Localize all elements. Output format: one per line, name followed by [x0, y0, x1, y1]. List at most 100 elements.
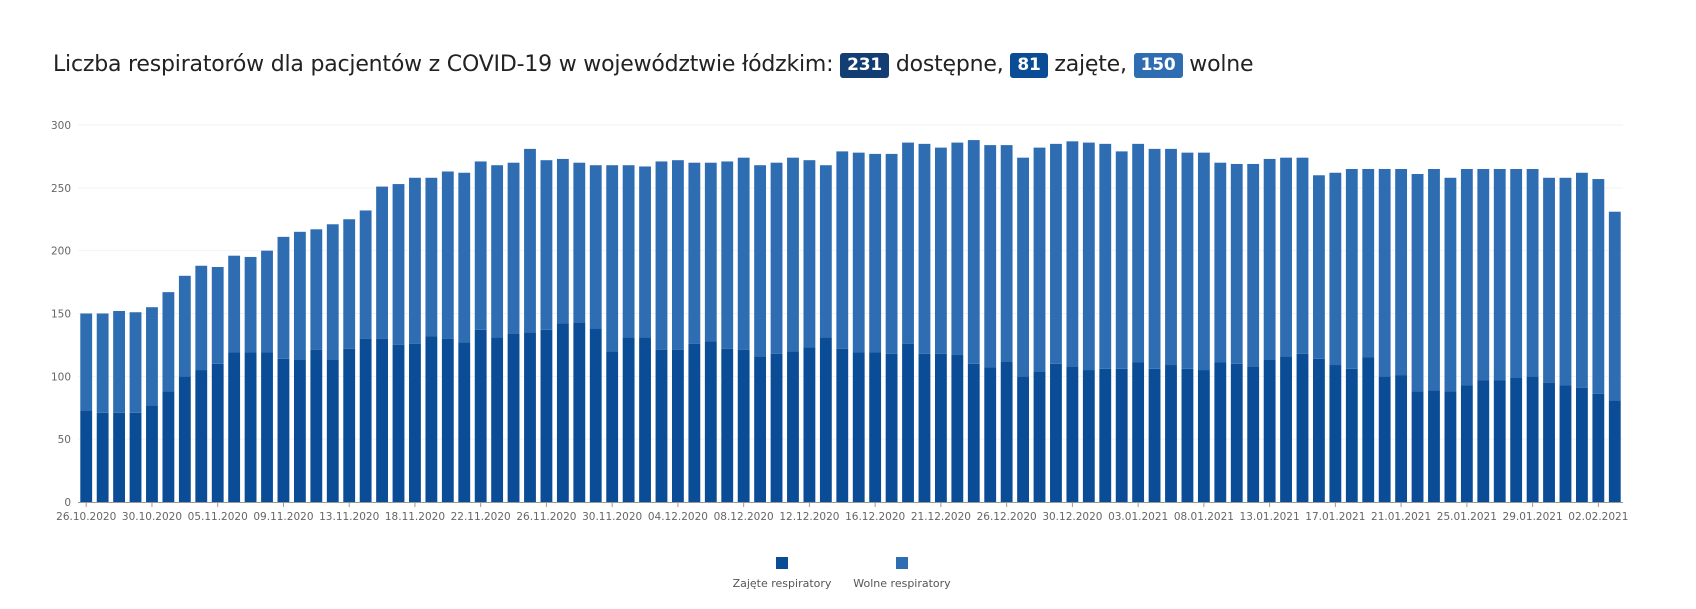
bar-occupied	[1378, 376, 1391, 502]
bar-free	[869, 153, 882, 353]
bar-occupied	[1082, 370, 1095, 502]
bar-free	[1493, 168, 1506, 381]
bar-free	[1033, 147, 1046, 372]
bar-occupied	[1395, 375, 1408, 502]
bar-occupied	[770, 353, 783, 502]
bar-occupied	[1477, 380, 1490, 502]
bar-occupied	[737, 349, 750, 502]
bar-occupied	[622, 337, 635, 502]
y-tick-label: 0	[64, 497, 71, 509]
bar-occupied	[1428, 390, 1440, 502]
bar-occupied	[1066, 366, 1079, 502]
legend-label: Zajęte respiratory	[733, 577, 832, 590]
bar-free	[507, 162, 520, 334]
bar-free	[1115, 151, 1128, 369]
bar-occupied	[1181, 368, 1194, 502]
bar-occupied	[1050, 363, 1062, 502]
bar-occupied	[1608, 400, 1621, 502]
bar-occupied	[1543, 382, 1555, 502]
available-label: dostępne,	[895, 52, 1004, 77]
bar-free	[326, 224, 339, 360]
bar-free	[376, 186, 388, 339]
bar-free	[1280, 157, 1292, 357]
bar-free	[474, 161, 487, 330]
bar-free	[96, 313, 109, 413]
bar-occupied	[540, 329, 553, 502]
x-tick-label: 25.01.2021	[1437, 511, 1497, 523]
bar-free	[1510, 168, 1523, 378]
bar-occupied	[803, 347, 816, 502]
bar-occupied	[852, 352, 865, 502]
x-tick-label: 26.12.2020	[977, 511, 1037, 523]
x-tick-label: 02.02.2021	[1568, 511, 1628, 523]
bar-free	[540, 160, 553, 330]
bar-occupied	[1510, 377, 1523, 502]
bar-free	[1444, 177, 1457, 392]
bar-free	[622, 165, 635, 338]
bar-occupied	[80, 410, 93, 502]
legend-swatch	[776, 557, 788, 569]
bar-occupied	[392, 344, 405, 502]
bar-free	[639, 166, 651, 338]
bar-occupied	[836, 348, 849, 502]
x-tick-label: 18.11.2020	[385, 511, 445, 523]
bar-free	[721, 161, 734, 349]
bar-occupied	[1000, 361, 1013, 502]
bar-free	[672, 160, 684, 350]
bar-free	[1345, 168, 1358, 369]
bar-occupied	[1247, 366, 1260, 502]
bar-occupied	[1329, 365, 1342, 502]
bar-occupied	[787, 351, 799, 502]
bar-free	[1575, 172, 1588, 388]
bar-occupied	[211, 363, 224, 502]
bar-free	[524, 148, 536, 333]
bar-occupied	[918, 353, 931, 502]
bar-free	[1263, 158, 1276, 360]
y-tick-label: 300	[51, 120, 71, 132]
bar-occupied	[376, 338, 388, 502]
bar-free	[359, 210, 372, 339]
bar-free	[770, 162, 783, 354]
bar-free	[458, 172, 471, 343]
bar-free	[819, 165, 832, 338]
x-tick-label: 26.11.2020	[516, 511, 576, 523]
bar-free	[310, 229, 323, 350]
bar-free	[803, 160, 816, 348]
bar-free	[113, 310, 126, 413]
bar-free	[1395, 168, 1408, 376]
bar-free	[573, 162, 586, 323]
bar-free	[1017, 157, 1029, 377]
bar-free	[1411, 174, 1424, 392]
occupied-label: zajęte,	[1054, 52, 1127, 77]
bar-occupied	[491, 337, 504, 502]
bar-free	[162, 292, 175, 392]
bar-occupied	[310, 349, 323, 502]
bar-free	[902, 142, 914, 344]
bar-occupied	[1575, 387, 1588, 502]
bar-occupied	[343, 348, 356, 502]
bar-free	[1247, 163, 1260, 367]
bar-free	[1197, 152, 1210, 371]
bar-occupied	[441, 338, 454, 502]
x-tick-label: 21.12.2020	[911, 511, 971, 523]
x-tick-label: 04.12.2020	[648, 511, 708, 523]
bar-occupied	[129, 412, 142, 502]
bar-free	[556, 158, 569, 324]
bar-free	[1559, 177, 1572, 386]
bar-free	[704, 162, 717, 342]
bar-occupied	[1033, 371, 1046, 502]
bar-free	[80, 313, 93, 411]
bar-free	[195, 265, 208, 371]
bar-free	[589, 165, 602, 329]
bar-free	[1214, 162, 1227, 363]
bar-free	[754, 165, 767, 357]
bar-occupied	[1115, 368, 1128, 502]
bar-free	[343, 219, 356, 349]
x-tick-label: 26.10.2020	[56, 511, 116, 523]
title-prefix: Liczba respiratorów dla pacjentów z COVI…	[53, 52, 834, 77]
bar-free	[1329, 172, 1342, 366]
bar-occupied	[1362, 357, 1375, 502]
y-tick-label: 50	[58, 434, 71, 446]
bar-free	[1000, 145, 1013, 362]
bar-free	[918, 143, 931, 354]
